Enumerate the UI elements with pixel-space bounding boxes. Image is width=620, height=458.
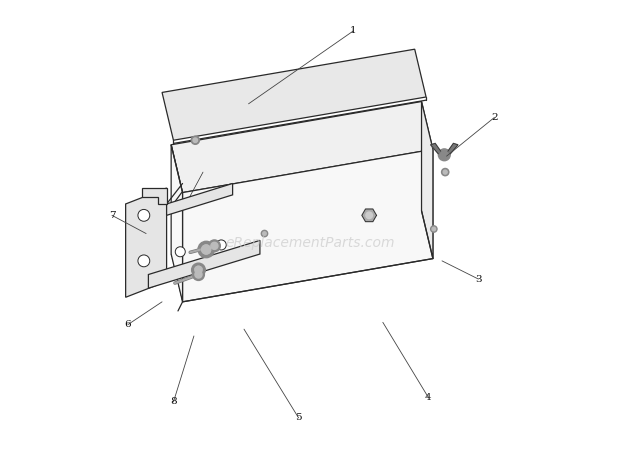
Circle shape: [211, 242, 218, 250]
Circle shape: [175, 247, 185, 257]
Circle shape: [202, 245, 211, 254]
Circle shape: [193, 268, 205, 280]
Circle shape: [192, 263, 205, 277]
Circle shape: [198, 241, 215, 258]
Text: 2: 2: [491, 113, 498, 122]
Circle shape: [432, 227, 436, 231]
Circle shape: [366, 212, 373, 218]
Circle shape: [202, 245, 211, 254]
Circle shape: [138, 209, 150, 221]
Polygon shape: [431, 143, 441, 154]
Polygon shape: [126, 188, 167, 297]
Text: 7: 7: [108, 211, 115, 220]
Circle shape: [441, 169, 449, 176]
Circle shape: [431, 226, 437, 232]
Polygon shape: [167, 184, 232, 215]
Circle shape: [216, 240, 226, 250]
Polygon shape: [182, 149, 433, 302]
Text: 3: 3: [475, 275, 482, 284]
Circle shape: [195, 267, 202, 273]
Text: 1: 1: [350, 27, 356, 35]
Polygon shape: [171, 102, 433, 192]
Text: 8: 8: [170, 398, 177, 407]
Polygon shape: [141, 188, 167, 204]
Circle shape: [261, 230, 268, 237]
Text: 6: 6: [125, 320, 131, 329]
Polygon shape: [422, 102, 433, 259]
Circle shape: [193, 138, 198, 142]
Text: 5: 5: [295, 414, 302, 422]
Polygon shape: [162, 49, 426, 140]
Circle shape: [195, 266, 202, 274]
Circle shape: [443, 170, 447, 174]
Text: 4: 4: [425, 393, 432, 402]
Circle shape: [438, 149, 450, 161]
Text: eReplacementParts.com: eReplacementParts.com: [225, 236, 395, 250]
Circle shape: [263, 232, 266, 235]
Polygon shape: [171, 145, 182, 302]
Polygon shape: [148, 240, 260, 288]
Circle shape: [138, 255, 150, 267]
Circle shape: [195, 271, 202, 278]
Circle shape: [191, 136, 200, 144]
Polygon shape: [362, 209, 376, 222]
Circle shape: [208, 240, 220, 252]
Polygon shape: [448, 143, 458, 154]
